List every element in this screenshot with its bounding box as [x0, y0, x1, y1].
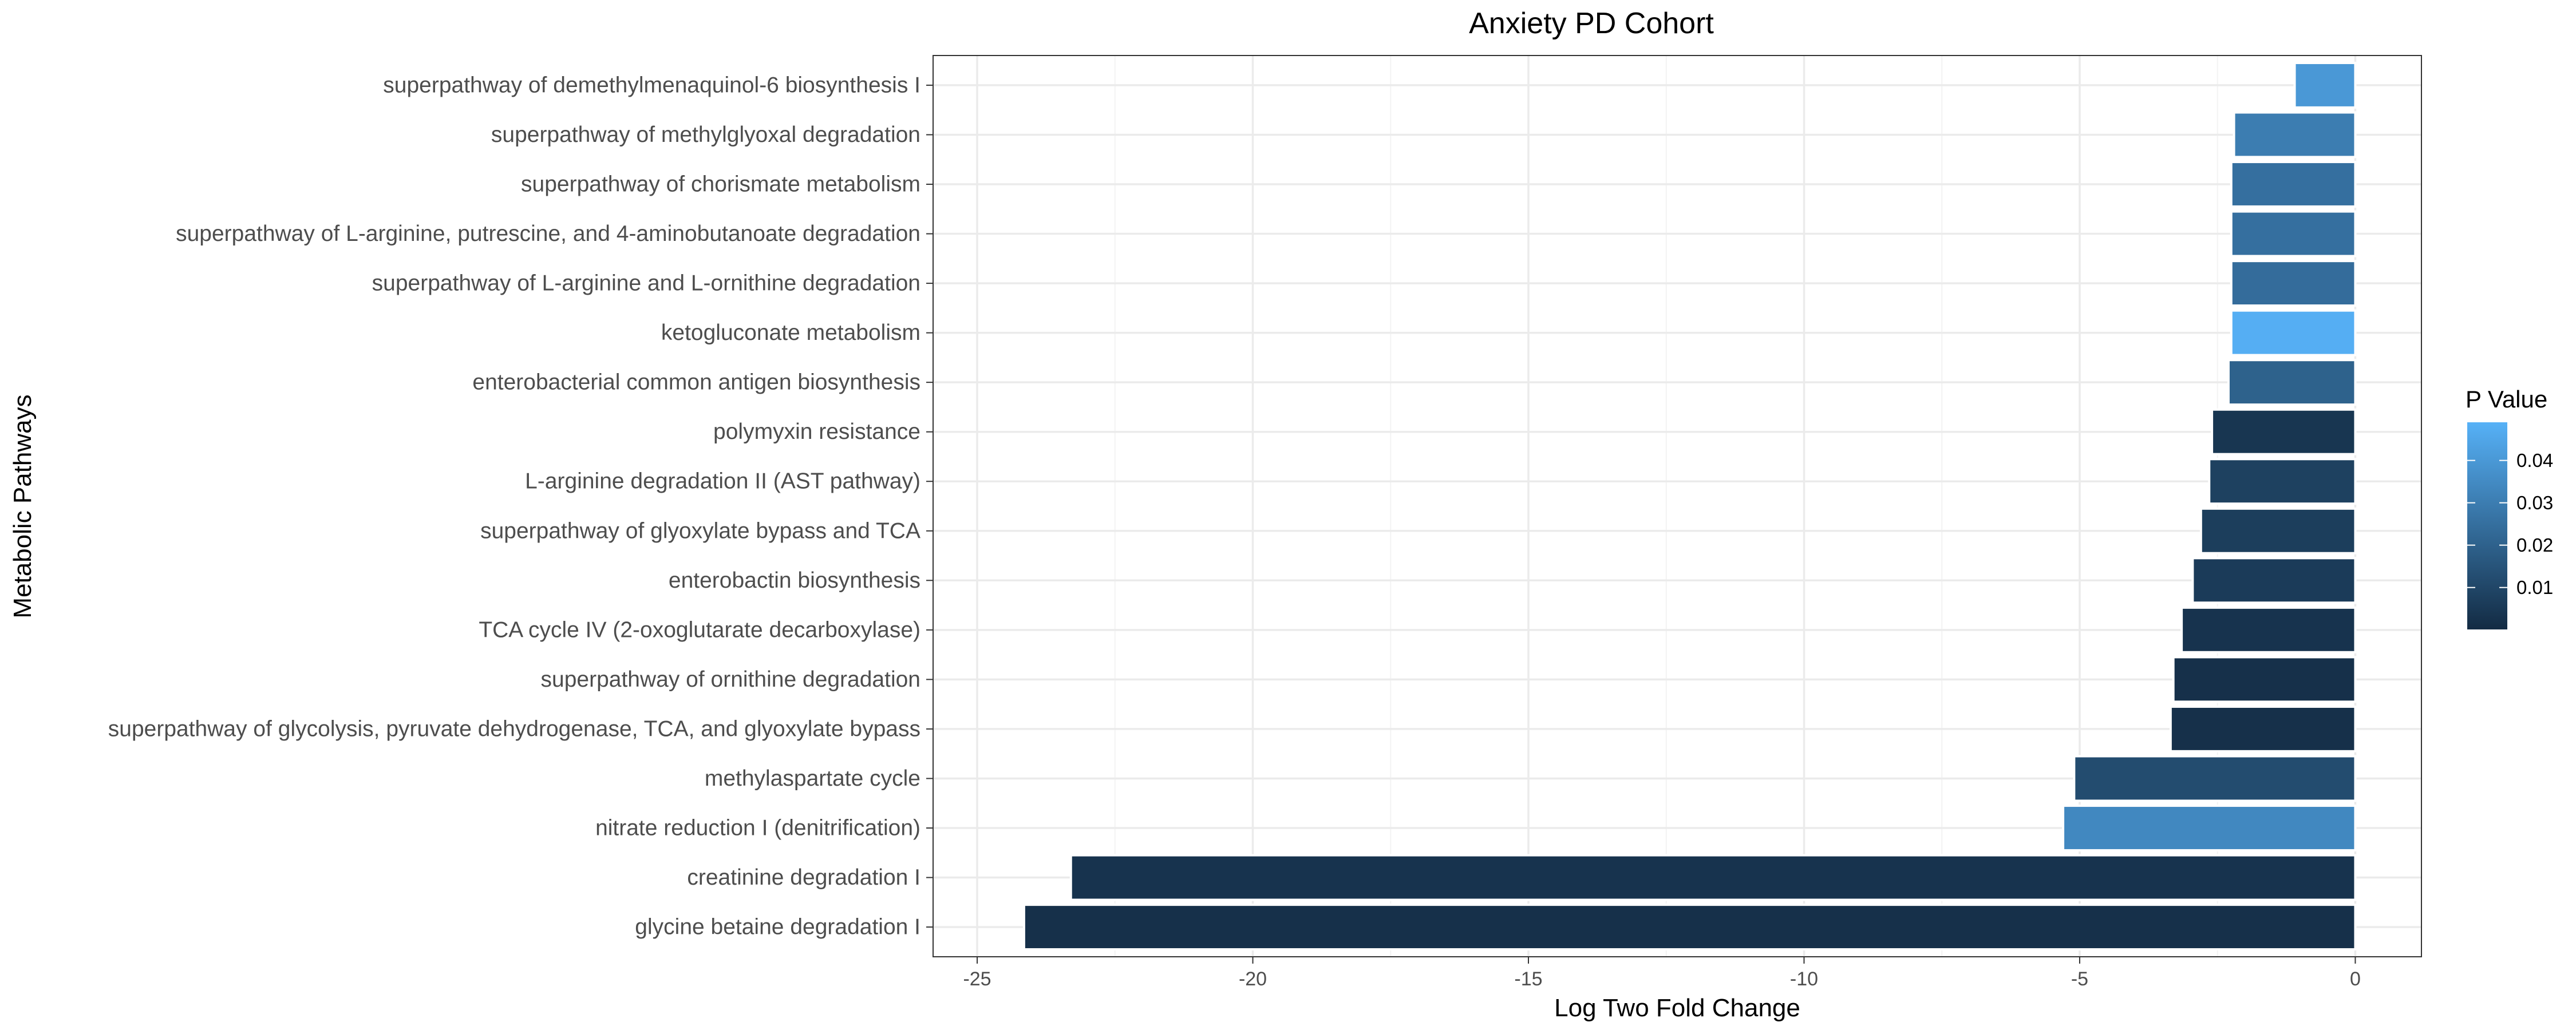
x-tick-label: -20 — [1239, 968, 1267, 990]
bar — [2211, 408, 2357, 455]
category-label: superpathway of L-arginine, putrescine, … — [176, 221, 920, 246]
bar — [2172, 656, 2357, 703]
category-label: L-arginine degradation II (AST pathway) — [525, 469, 920, 494]
category-label: superpathway of methylglyoxal degradatio… — [491, 122, 920, 147]
legend-ticks: 0.01 0.02 0.03 0.04 — [2467, 450, 2553, 598]
category-label: TCA cycle IV (2-oxoglutarate decarboxyla… — [479, 617, 920, 642]
bar — [2230, 260, 2357, 307]
legend-tick-label: 0.03 — [2516, 492, 2553, 513]
category-labels: superpathway of demethylmenaquinol-6 bio… — [108, 73, 933, 940]
legend-title: P Value — [2466, 386, 2547, 413]
category-label: superpathway of chorismate metabolism — [521, 172, 920, 197]
category-label: polymyxin resistance — [713, 419, 920, 444]
category-label: superpathway of L-arginine and L-ornithi… — [372, 271, 920, 296]
category-label: ketogluconate metabolism — [661, 320, 920, 345]
bar — [2227, 359, 2357, 406]
chart-title: Anxiety PD Cohort — [1469, 7, 1714, 40]
category-label: superpathway of glyoxylate bypass and TC… — [480, 518, 920, 543]
bar — [1022, 904, 2357, 951]
x-axis-title: Log Two Fold Change — [1554, 994, 1800, 1022]
bar — [1069, 854, 2357, 901]
category-label: enterobactin biosynthesis — [669, 568, 920, 593]
plot-border — [933, 55, 2422, 957]
bar — [2230, 309, 2357, 356]
category-label: superpathway of ornithine degradation — [541, 667, 920, 692]
category-label: nitrate reduction I (denitrification) — [595, 816, 920, 841]
legend-tick-label: 0.04 — [2516, 450, 2553, 471]
y-axis-title: Metabolic Pathways — [9, 394, 37, 618]
legend-tick-label: 0.01 — [2516, 577, 2553, 598]
bar — [2293, 61, 2357, 109]
category-label: superpathway of demethylmenaquinol-6 bio… — [383, 73, 920, 97]
x-tick-label: 0 — [2350, 968, 2361, 990]
x-tick-label: -5 — [2071, 968, 2088, 990]
category-label: glycine betaine degradation I — [635, 915, 920, 940]
category-label: creatinine degradation I — [687, 865, 920, 890]
bar — [2180, 606, 2357, 653]
bar — [2230, 210, 2357, 258]
bars — [1022, 61, 2357, 951]
bar — [2230, 161, 2357, 208]
category-label: enterobacterial common antigen biosynthe… — [472, 370, 920, 395]
legend-tick-label: 0.02 — [2516, 534, 2553, 556]
bar — [2208, 458, 2357, 505]
bar — [2199, 507, 2357, 554]
legend: P Value 0.01 0.02 0.03 0.04 — [2466, 386, 2553, 629]
bar — [2233, 111, 2357, 159]
legend-colorbar — [2467, 422, 2507, 629]
x-axis-ticks: -25 -20 -15 -10 -5 0 — [963, 957, 2361, 990]
x-tick-label: -25 — [963, 968, 991, 990]
bar — [2191, 557, 2357, 604]
bar — [2062, 805, 2357, 851]
x-tick-label: -10 — [1790, 968, 1818, 990]
category-label: superpathway of glycolysis, pyruvate deh… — [108, 716, 920, 741]
category-label: methylaspartate cycle — [705, 766, 920, 791]
x-tick-label: -15 — [1514, 968, 1542, 990]
bar — [2073, 755, 2357, 802]
bar — [2169, 705, 2357, 752]
